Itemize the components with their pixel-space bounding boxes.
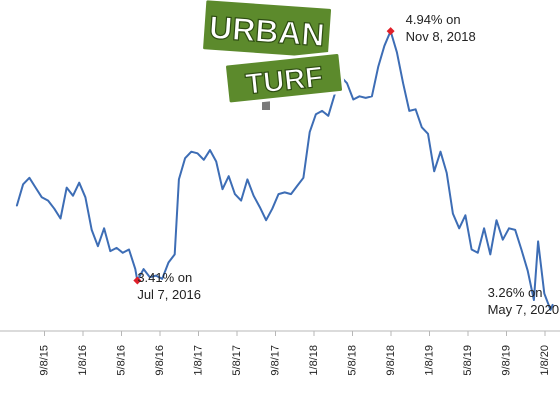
x-tick-label: 9/8/17: [270, 345, 282, 376]
x-tick-label: 5/8/17: [231, 345, 243, 376]
x-tick-label: 1/8/19: [424, 345, 436, 376]
annotation-low-line2: Jul 7, 2016: [137, 287, 201, 302]
x-tick-label: 1/8/20: [539, 345, 551, 376]
x-tick-label: 9/8/19: [501, 345, 513, 376]
annotation-high-line1: 4.94% on: [406, 12, 461, 27]
x-axis-tick-labels: 9/8/15 1/8/16 5/8/16 9/8/16 1/8/17 5/8/17 9/8/…: [39, 345, 552, 376]
annotation-marker-high: [386, 27, 395, 36]
logo-sign-urban: [200, 0, 335, 61]
series-line: [15, 30, 554, 311]
annotation-latest-line2: May 7, 2020: [488, 302, 560, 317]
x-tick-label: 1/8/17: [193, 345, 205, 376]
x-tick-label: 9/8/16: [154, 345, 166, 376]
annotation-labels: 3.41% on Jul 7, 2016 4.94% on Nov 8, 2018 3.…: [137, 12, 559, 317]
x-tick-label: 5/8/19: [462, 345, 474, 376]
x-tick-label: 9/8/15: [39, 345, 51, 376]
x-tick-label: 5/8/18: [347, 345, 359, 376]
annotation-low-line1: 3.41% on: [137, 270, 192, 285]
logo-sign-turf: [223, 51, 345, 106]
annotation-marker-low: [133, 276, 142, 285]
x-tick-label: 5/8/16: [116, 345, 128, 376]
x-tick-label: 9/8/18: [385, 345, 397, 376]
logo-text-urban: URBAN: [208, 9, 326, 53]
x-tick-label: 1/8/16: [77, 345, 89, 376]
annotation-markers: [133, 27, 395, 285]
annotation-latest-line1: 3.26% on: [488, 285, 543, 300]
urban-turf-logo: URBAN TURF: [200, 0, 345, 110]
annotation-high-line2: Nov 8, 2018: [406, 29, 476, 44]
x-axis-ticks: [44, 331, 546, 336]
x-tick-label: 1/8/18: [308, 345, 320, 376]
